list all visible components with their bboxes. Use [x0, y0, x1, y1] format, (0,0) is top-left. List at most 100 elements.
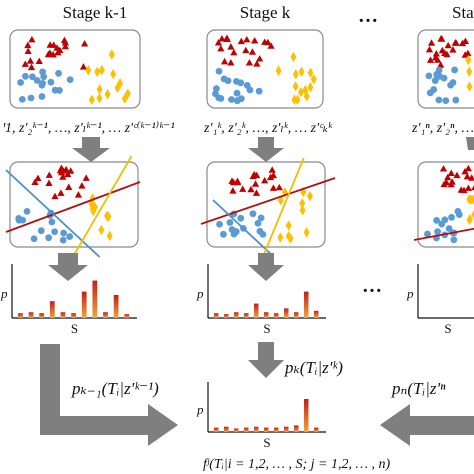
triangle-marker [78, 182, 86, 189]
diamond-marker [287, 233, 294, 244]
triangle-marker [468, 174, 474, 181]
histogram-k-1: pS [0, 264, 137, 336]
triangle-marker [256, 55, 264, 62]
circle-marker [33, 77, 41, 84]
circle-marker [39, 68, 46, 76]
histogram-bar [71, 313, 76, 318]
z-label-k: z'₁ᵏ, z'₂ᵏ, …, z'ₗᵏ, … z'ᶜₖᵏ [203, 121, 333, 136]
histogram-bar [234, 312, 239, 318]
diamond-marker [281, 187, 288, 198]
histogram-bar [81, 291, 87, 318]
triangle-marker [427, 39, 436, 46]
triangle-marker [253, 60, 261, 67]
down-arrow [466, 137, 474, 150]
histogram-bar [304, 399, 309, 432]
triangle-marker [51, 192, 59, 200]
triangle-marker [34, 174, 42, 182]
diamond-marker [307, 67, 314, 79]
triangle-marker [269, 184, 278, 191]
circle-marker [39, 79, 47, 87]
histogram-bar [274, 313, 279, 318]
diamond-marker [291, 94, 298, 105]
separator-line-red [413, 227, 474, 241]
down-arrow [248, 137, 284, 162]
circle-marker [433, 70, 441, 78]
triangle-marker [239, 185, 247, 192]
histogram-bar [214, 427, 219, 432]
histogram-bar [224, 426, 229, 432]
triangle-marker [425, 45, 434, 53]
triangle-marker [57, 189, 65, 196]
triangle-marker [268, 166, 276, 173]
circle-marker [228, 96, 235, 103]
circle-marker [445, 225, 453, 232]
diamond-marker [303, 227, 310, 238]
left-arrow [380, 404, 474, 446]
circle-marker [427, 89, 434, 97]
triangle-marker [464, 184, 473, 191]
y-axis-label: p [196, 402, 204, 417]
circle-marker [66, 233, 74, 240]
diamond-marker [110, 68, 117, 80]
histogram-final: pS [196, 382, 326, 450]
x-axis-label: S [263, 435, 270, 450]
separator-line-blue [5, 169, 101, 258]
diamond-marker [299, 205, 306, 216]
triangle-marker [448, 178, 456, 185]
circle-marker [66, 76, 74, 84]
y-axis-label: p [406, 286, 414, 301]
separator-line-yellow [262, 157, 305, 256]
circle-marker [213, 85, 220, 93]
diamond-marker [292, 68, 299, 80]
triangle-marker [237, 37, 245, 45]
circle-marker [257, 214, 265, 222]
diamond-marker [88, 198, 95, 209]
histogram-k: pS [196, 264, 326, 336]
diamond-marker [310, 74, 317, 85]
separator-line-blue [212, 199, 273, 256]
histogram-bar [18, 313, 23, 318]
circle-marker [433, 216, 441, 224]
triangle-marker [230, 48, 238, 56]
triangle-marker [461, 37, 470, 44]
triangle-marker [67, 167, 75, 174]
circle-marker [17, 79, 25, 86]
circle-marker [215, 67, 223, 75]
triangle-marker [252, 189, 261, 196]
triangle-marker [26, 57, 34, 64]
triangle-marker [59, 173, 67, 180]
triangle-marker [24, 41, 32, 49]
stage-title-k: Stage k [240, 3, 291, 22]
triangle-marker [275, 183, 283, 191]
triangle-marker [46, 41, 54, 48]
triangle-marker [57, 164, 66, 171]
triangle-marker [44, 50, 52, 58]
down-arrow [248, 253, 284, 281]
histogram-bar [113, 294, 119, 318]
histogram-n: pS [406, 264, 474, 336]
diamond-marker [94, 66, 101, 78]
diamond-marker [466, 81, 473, 92]
prob-label-k: pₖ(Tᵢ|z'ᵏ) [284, 358, 343, 377]
triangle-marker [218, 35, 226, 42]
diamond-marker [306, 190, 313, 202]
triangle-marker [64, 170, 72, 178]
diamond-marker [90, 205, 97, 217]
x-axis-label: S [444, 321, 451, 336]
histogram-bar [284, 426, 289, 432]
diamond-marker [98, 64, 105, 76]
diamond-marker [466, 194, 473, 205]
down-arrow [48, 253, 88, 281]
diamond-marker [466, 66, 473, 77]
diamond-marker [117, 78, 124, 89]
prob-label-k-1: pₖ₋₁(Tᵢ|z'ᵏ⁻¹) [71, 379, 159, 398]
histogram-bar [314, 427, 319, 432]
histogram-bar [294, 312, 299, 318]
circle-marker [27, 94, 35, 102]
triangle-marker [61, 39, 70, 46]
diamond-marker [88, 94, 95, 105]
diamond-marker [299, 198, 306, 209]
triangle-marker [439, 165, 448, 172]
triangle-marker [45, 179, 53, 186]
